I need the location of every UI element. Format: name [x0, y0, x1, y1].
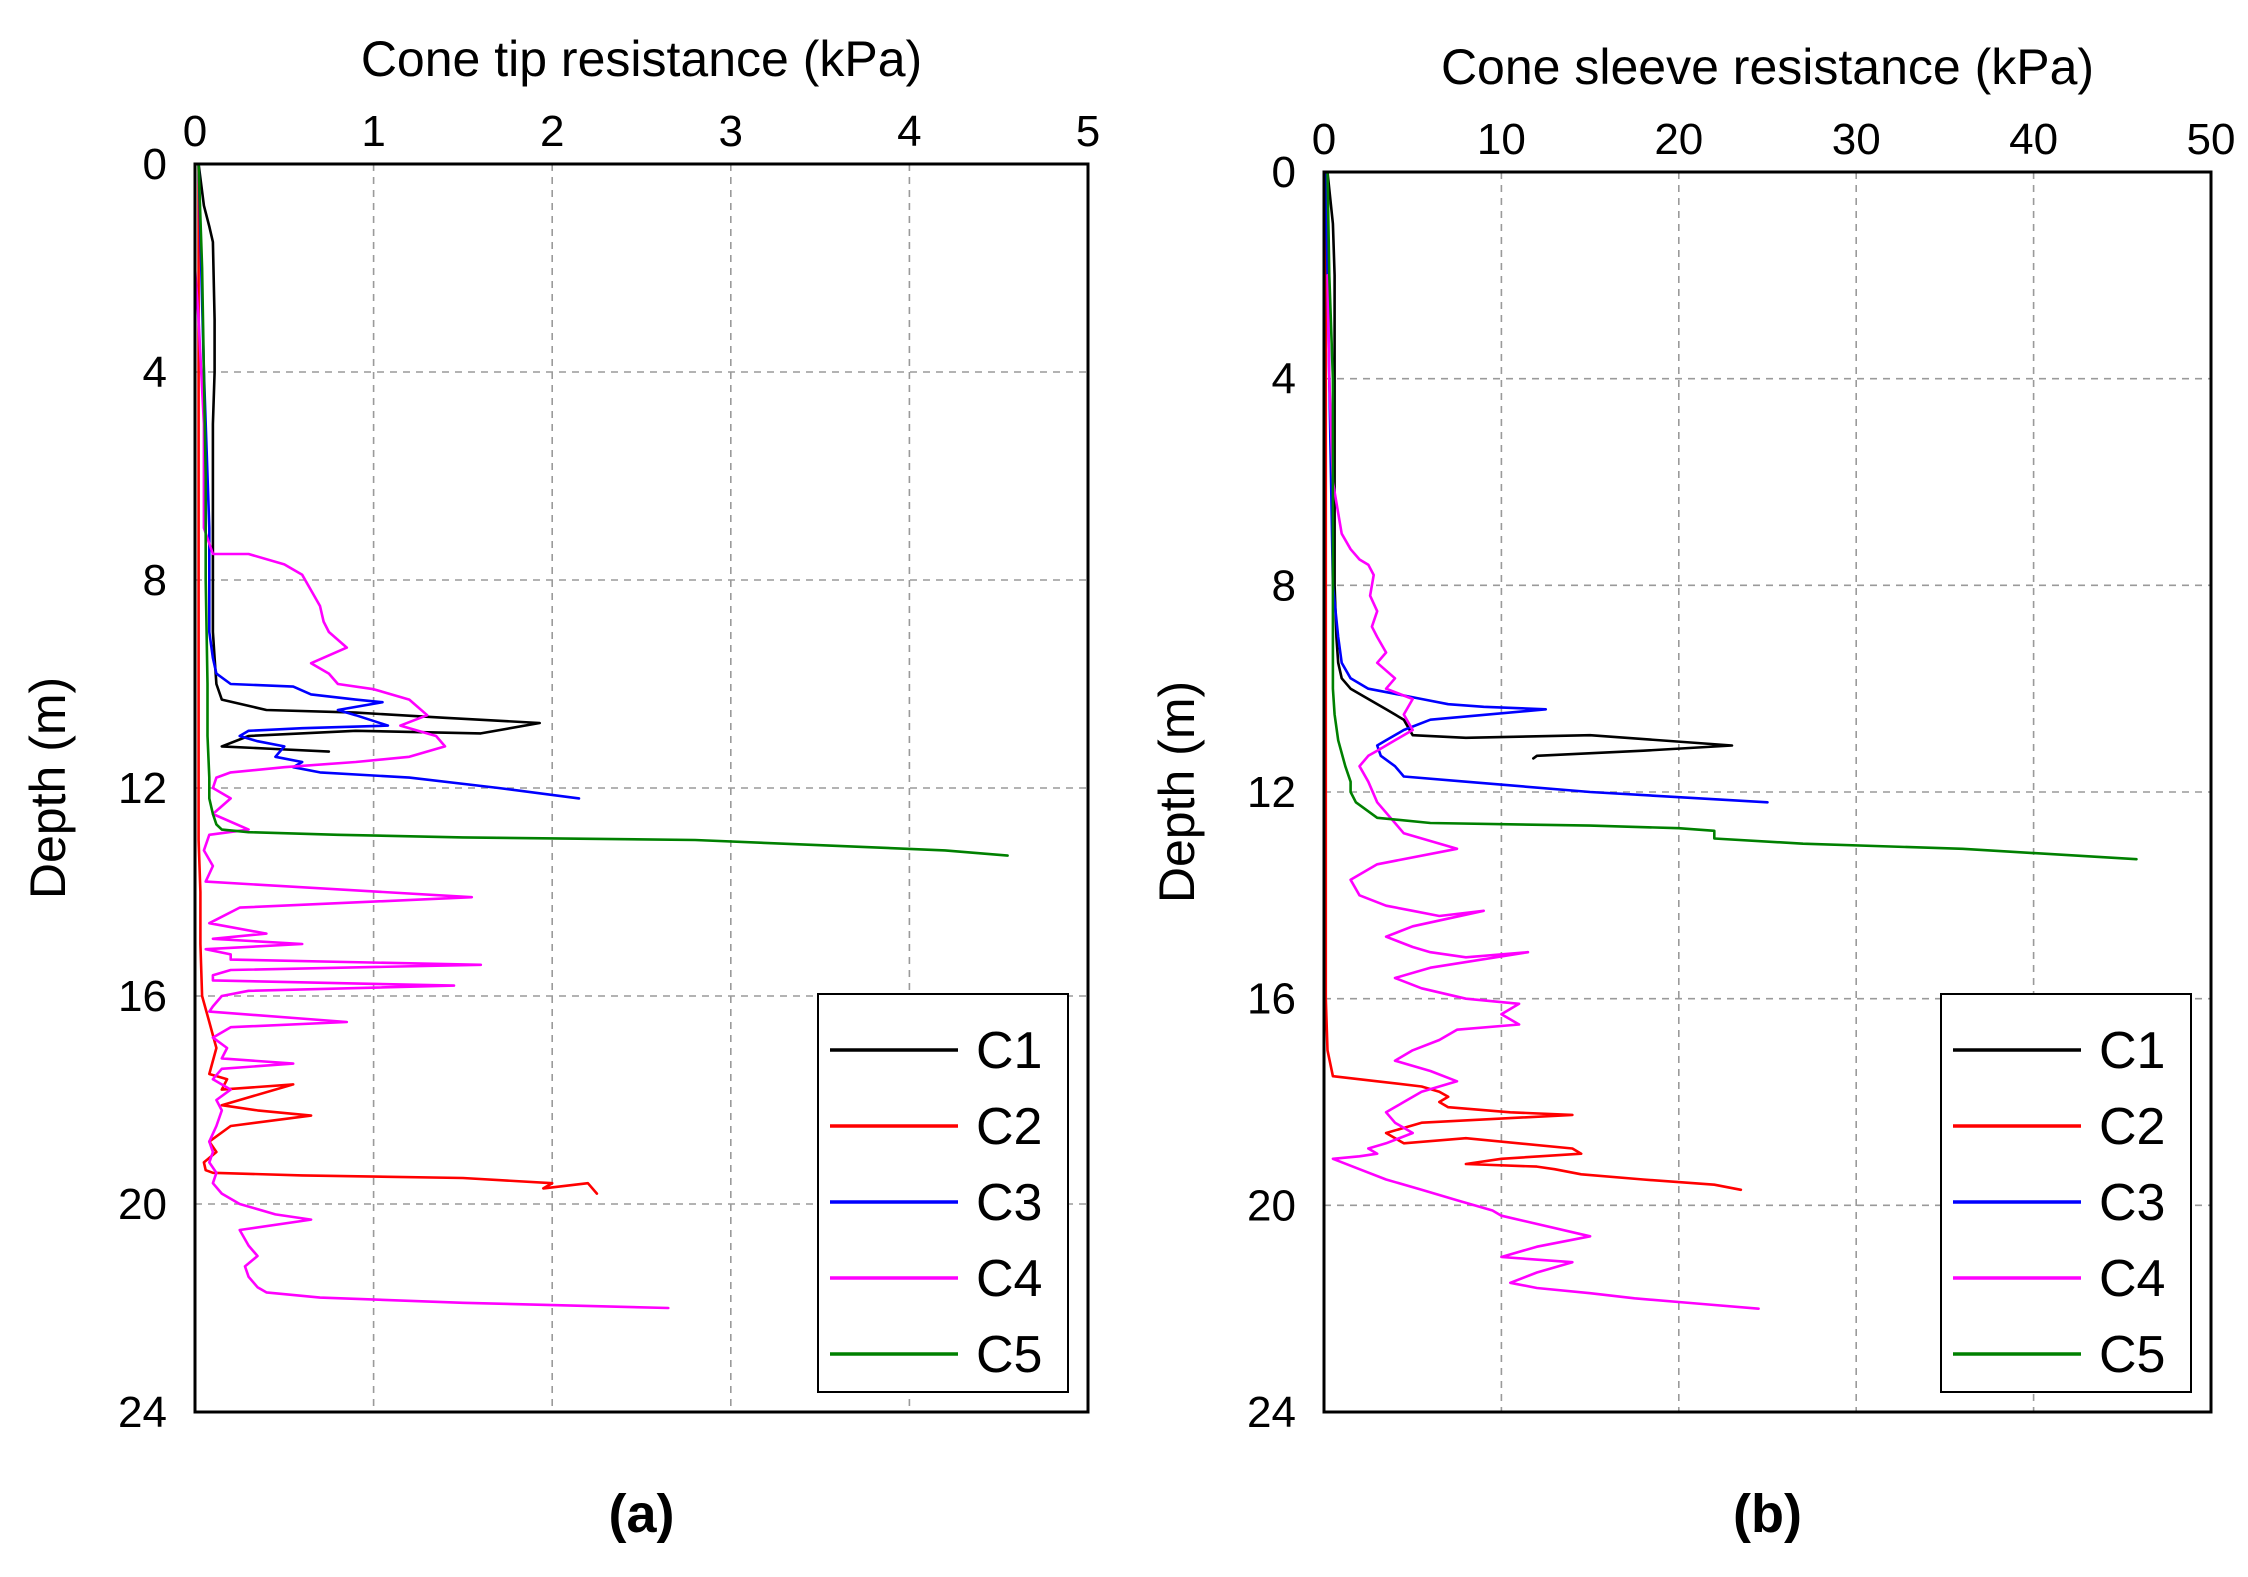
panel-b: 0 10 20 30 40 50 0 4 8 12 16 20 24 Cone sleeve resist…: [1149, 39, 2235, 1544]
x-tick-label: 10: [1477, 115, 1526, 164]
y-tick-label: 0: [1272, 148, 1296, 197]
legend-box: [817, 993, 1069, 1393]
x-tick-label: 40: [2009, 115, 2058, 164]
series-line-c1: [197, 162, 542, 753]
series-line-c5: [197, 162, 1009, 857]
x-tick-label: 3: [719, 107, 743, 156]
series-line-c4: [1326, 273, 1760, 1310]
y-tick-label: 20: [118, 1180, 167, 1229]
plot-frame: [1322, 170, 2213, 1414]
y-tick-label: 4: [143, 348, 167, 397]
legend: C1 C2 C3 C4 C5: [1940, 993, 2192, 1393]
legend-label-c5: C5: [976, 1326, 1042, 1384]
series-line-c2: [1324, 170, 1743, 1192]
y-tick-label: 12: [1247, 768, 1296, 817]
y-tick-label: 24: [118, 1388, 167, 1437]
y-tick-label: 16: [1247, 975, 1296, 1024]
panel-label: (b): [1733, 1484, 1802, 1544]
legend-box: [1940, 993, 2192, 1393]
x-tick-label: 50: [2187, 115, 2236, 164]
series-line-c4: [193, 266, 670, 1310]
x-tick-label: 4: [897, 107, 921, 156]
series-line-c1: [1326, 170, 1734, 760]
x-tick-label: 5: [1076, 107, 1100, 156]
x-tick-label: 2: [540, 107, 564, 156]
series-line-c5: [1326, 170, 2138, 861]
y-axis-title: Depth (m): [20, 677, 76, 899]
y-tick-label: 8: [143, 556, 167, 605]
legend-label-c1: C1: [2099, 1022, 2165, 1080]
y-tick-label: 16: [118, 972, 167, 1021]
legend-label-c3: C3: [2099, 1174, 2165, 1232]
legend-label-c5: C5: [2099, 1326, 2165, 1384]
plot-frame: [193, 162, 1090, 1414]
legend: C1 C2 C3 C4 C5: [817, 993, 1069, 1393]
series-line-c2: [197, 162, 599, 1195]
x-axis-title: Cone tip resistance (kPa): [361, 31, 922, 87]
y-tick-label: 4: [1272, 355, 1296, 404]
x-tick-label: 1: [361, 107, 385, 156]
series-line-c3: [197, 162, 581, 800]
y-tick-label: 0: [143, 140, 167, 189]
x-tick-label: 30: [1832, 115, 1881, 164]
legend-label-c4: C4: [2099, 1250, 2165, 1308]
series-line-c3: [1324, 170, 1769, 804]
legend-label-c3: C3: [976, 1174, 1042, 1232]
y-tick-label: 20: [1247, 1181, 1296, 1230]
x-axis-title: Cone sleeve resistance (kPa): [1441, 39, 2094, 95]
x-tick-label: 20: [1654, 115, 1703, 164]
panel-label: (a): [609, 1484, 675, 1544]
y-axis-title: Depth (m): [1149, 681, 1205, 903]
legend-label-c1: C1: [976, 1022, 1042, 1080]
legend-label-c4: C4: [976, 1250, 1042, 1308]
legend-label-c2: C2: [2099, 1098, 2165, 1156]
x-tick-label: 0: [1312, 115, 1336, 164]
legend-label-c2: C2: [976, 1098, 1042, 1156]
y-tick-label: 12: [118, 764, 167, 813]
x-tick-label: 0: [183, 107, 207, 156]
y-tick-label: 8: [1272, 561, 1296, 610]
y-tick-label: 24: [1247, 1388, 1296, 1437]
